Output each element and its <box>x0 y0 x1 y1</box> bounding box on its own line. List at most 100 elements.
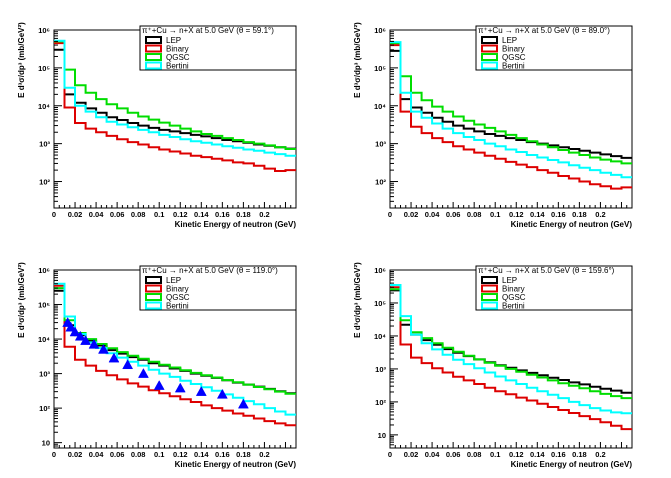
legend-swatch-lep <box>481 276 498 284</box>
data-point <box>69 326 81 337</box>
y-tick-label: 10⁵ <box>374 299 386 308</box>
x-tick-label: 0 <box>388 450 392 459</box>
x-axis-title: Kinetic Energy of neutron (GeV) <box>175 220 297 229</box>
series-line-bertini <box>54 39 296 157</box>
y-tick-label: 10² <box>375 398 386 407</box>
legend-swatch-binary <box>145 284 162 293</box>
x-tick-label: 0.14 <box>530 210 545 219</box>
data-point <box>80 335 91 345</box>
x-tick-label: 0.2 <box>595 450 605 459</box>
x-tick-label: 0.06 <box>110 450 125 459</box>
legend-entry-qgsc: QGSC <box>502 293 526 302</box>
series-line-qgsc <box>390 42 632 165</box>
y-tick-label: 10³ <box>39 140 50 149</box>
legend-title: π⁺+Cu → n+X at 5.0 GeV (θ = 89.0°) <box>478 26 610 35</box>
y-tick-label: 10 <box>42 439 50 448</box>
legend-entry-bertini: Bertini <box>502 62 525 71</box>
x-tick-label: 0.18 <box>236 450 251 459</box>
x-axis-title: Kinetic Energy of neutron (GeV) <box>511 220 633 229</box>
legend-title: π⁺+Cu → n+X at 5.0 GeV (θ = 159.6°) <box>478 266 615 275</box>
legend-swatch-bertini <box>481 301 498 310</box>
y-tick-label: 10⁶ <box>38 266 50 275</box>
x-tick-label: 0.18 <box>572 450 587 459</box>
data-point <box>108 352 120 363</box>
data-point <box>74 330 86 341</box>
y-tick-label: 10⁶ <box>38 26 50 35</box>
x-tick-label: 0.18 <box>572 210 587 219</box>
series-line-binary <box>390 44 632 190</box>
legend-box <box>475 265 633 311</box>
x-tick-label: 0.1 <box>154 450 164 459</box>
legend: π⁺+Cu → n+X at 5.0 GeV (θ = 59.1°)LEPBin… <box>139 25 297 71</box>
legend-title: π⁺+Cu → n+X at 5.0 GeV (θ = 119.0°) <box>142 266 278 275</box>
chart-panel-1: 0 0.02 0.04 0.06 0.08 0.1 0.12 0.14 0.16 0.18 0.2 1… <box>17 22 297 229</box>
x-tick-label: 0.04 <box>425 450 440 459</box>
legend-entry-lep: LEP <box>502 36 517 45</box>
legend-entry-bertini: Bertini <box>502 302 525 311</box>
y-tick-label: 10⁴ <box>38 102 50 111</box>
y-tick-label: 10³ <box>375 140 386 149</box>
legend-box <box>475 25 633 71</box>
chart-panel-4: 0 0.02 0.04 0.06 0.08 0.1 0.12 0.14 0.16 0.18 0.2 1… <box>353 262 633 469</box>
data-points <box>62 317 249 409</box>
legend: π⁺+Cu → n+X at 5.0 GeV (θ = 159.6°)LEPBi… <box>475 265 633 311</box>
y-tick-label: 10² <box>39 404 50 413</box>
data-point <box>98 343 109 354</box>
x-tick-label: 0.04 <box>89 210 104 219</box>
legend-entry-lep: LEP <box>166 276 181 285</box>
legend-entry-bertini: Bertini <box>166 302 189 311</box>
y-tick-label: 10⁴ <box>38 335 50 344</box>
x-tick-label: 0.12 <box>509 210 524 219</box>
legend-entry-binary: Binary <box>502 45 525 54</box>
x-tick-label: 0.08 <box>131 210 146 219</box>
y-tick-label: 10³ <box>375 365 386 374</box>
legend-swatch-qgsc <box>481 293 498 301</box>
data-point <box>88 338 100 349</box>
x-tick-label: 0.14 <box>530 450 545 459</box>
y-tick-label: 10 <box>378 431 386 440</box>
legend: π⁺+Cu → n+X at 5.0 GeV (θ = 89.0°)LEPBin… <box>475 25 633 71</box>
legend-box <box>139 265 297 311</box>
legend-swatch-binary <box>481 44 498 53</box>
legend-swatch-lep <box>145 276 162 284</box>
y-tick-label: 10⁶ <box>374 26 386 35</box>
series-line-bertini <box>390 41 632 179</box>
x-tick-label: 0.12 <box>509 450 524 459</box>
legend-entry-qgsc: QGSC <box>166 53 190 62</box>
data-point <box>195 386 207 396</box>
legend: π⁺+Cu → n+X at 5.0 GeV (θ = 119.0°)LEPBi… <box>139 265 297 311</box>
y-axis-title: E d³σ/dp³ (mb/GeV²) <box>17 262 26 338</box>
x-tick-label: 0.06 <box>446 210 461 219</box>
y-tick-label: 10⁵ <box>374 64 386 73</box>
x-tick-label: 0.06 <box>446 450 461 459</box>
legend-swatch-qgsc <box>145 293 162 301</box>
x-tick-label: 0.2 <box>259 210 269 219</box>
x-tick-label: 0 <box>52 450 56 459</box>
legend-entry-binary: Binary <box>166 285 189 294</box>
y-tick-label: 10⁴ <box>374 102 386 111</box>
series-line-qgsc <box>390 288 632 400</box>
x-tick-label: 0.02 <box>404 210 419 219</box>
x-tick-label: 0.04 <box>89 450 104 459</box>
chart-panel-2: 0 0.02 0.04 0.06 0.08 0.1 0.12 0.14 0.16 0.18 0.2 1… <box>353 22 633 229</box>
legend-entry-bertini: Bertini <box>166 62 189 71</box>
y-tick-label: 10² <box>39 178 50 187</box>
y-axis-title: E d³σ/dp³ (mb/GeV²) <box>353 262 362 338</box>
y-tick-label: 10⁶ <box>374 266 386 275</box>
series-line-binary <box>54 284 296 427</box>
x-tick-label: 0.18 <box>236 210 251 219</box>
x-tick-label: 0.06 <box>110 210 125 219</box>
legend-swatch-lep <box>145 36 162 44</box>
y-axis-title: E d³σ/dp³ (mb/GeV²) <box>17 22 26 98</box>
series-line-qgsc <box>54 40 296 150</box>
y-tick-label: 10⁵ <box>38 64 50 73</box>
legend-swatch-binary <box>145 44 162 53</box>
y-tick-label: 10⁴ <box>374 332 386 341</box>
legend-box <box>139 25 297 71</box>
x-tick-label: 0.08 <box>131 450 146 459</box>
series-line-binary <box>54 42 296 172</box>
x-tick-label: 0.16 <box>215 210 230 219</box>
legend-entry-qgsc: QGSC <box>166 293 190 302</box>
data-point <box>138 368 149 378</box>
